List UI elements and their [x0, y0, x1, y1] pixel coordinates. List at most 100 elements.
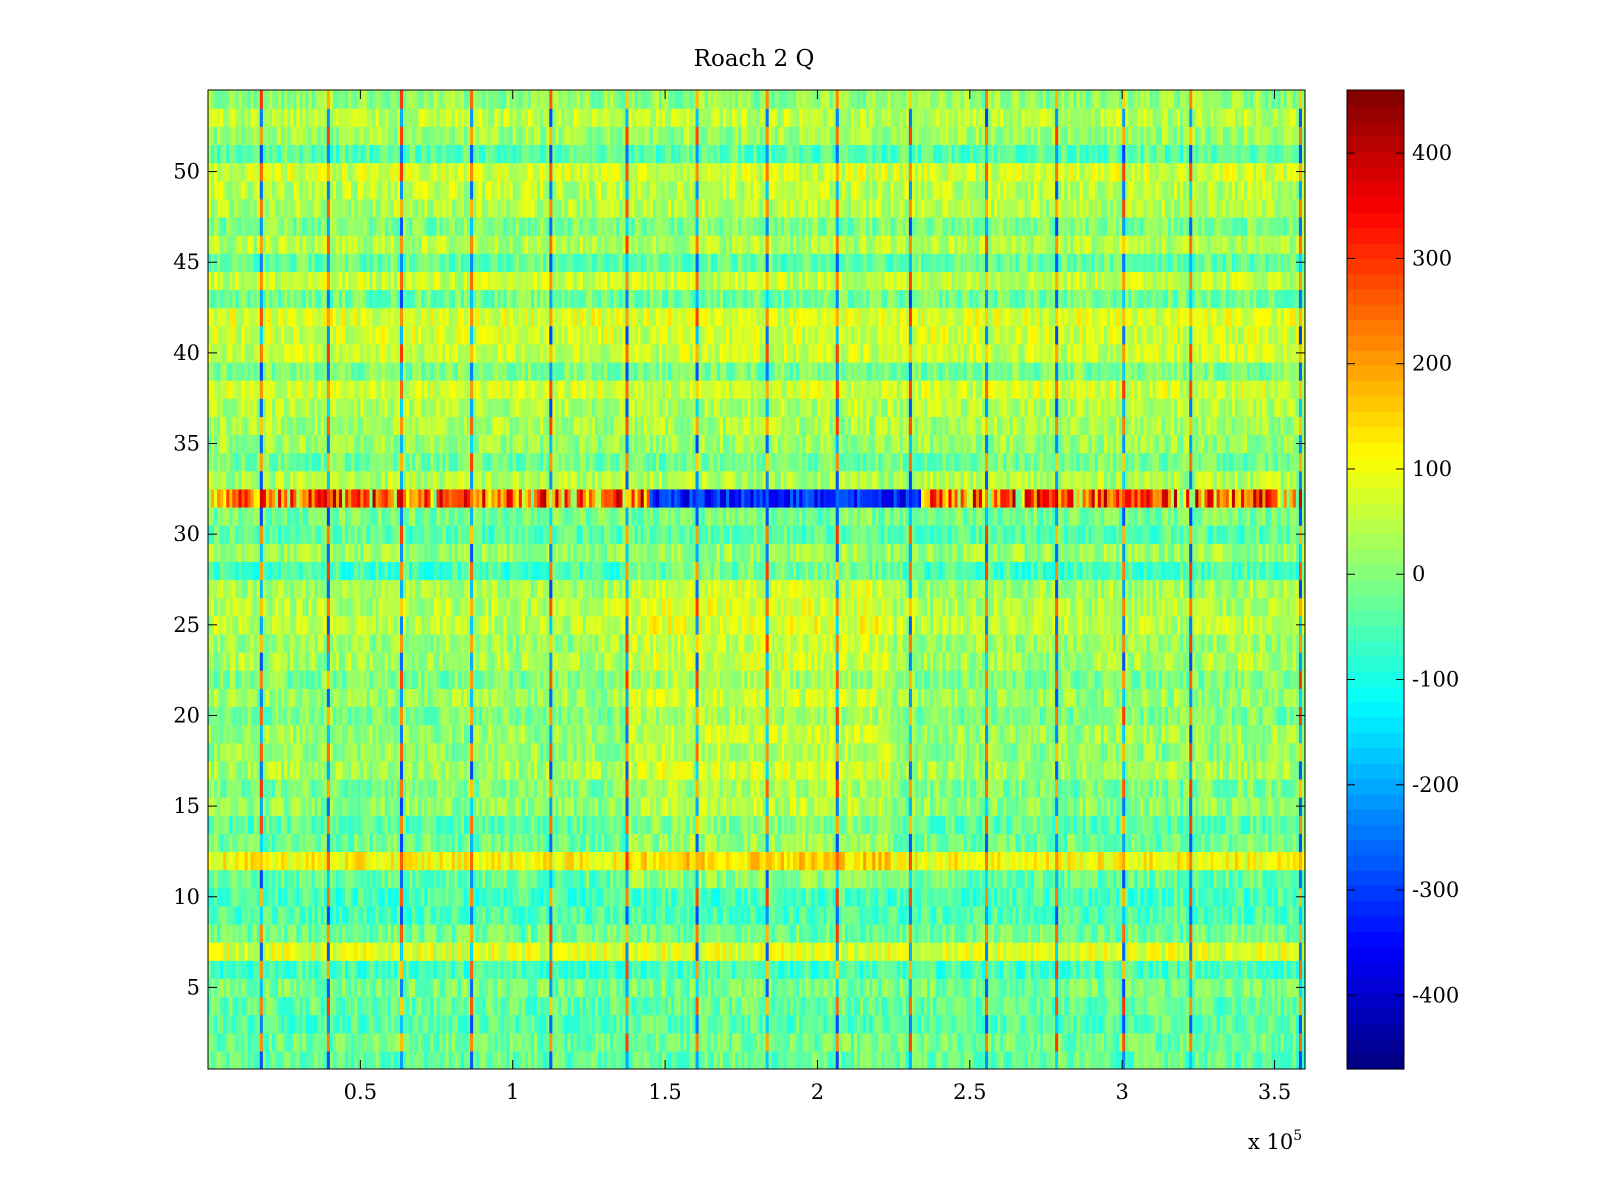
heatmap-cell [832, 1032, 837, 1052]
heatmap-cell [692, 1032, 697, 1052]
heatmap-cell [860, 1032, 864, 1052]
heatmap-cell [1231, 1032, 1236, 1052]
heatmap-cell [332, 1050, 337, 1069]
heatmap-cell [1039, 1050, 1044, 1069]
heatmap-cell [1186, 1032, 1190, 1052]
heatmap-cell [686, 1050, 691, 1069]
heatmap-cell [281, 978, 285, 998]
heatmap-cell [555, 1050, 560, 1069]
heatmap-cell [1119, 1050, 1123, 1069]
heatmap-cell [780, 1014, 785, 1034]
heatmap-cell [1012, 996, 1017, 1016]
heatmap-cell [415, 978, 419, 998]
heatmap-cell [1173, 1032, 1178, 1052]
heatmap-cell [997, 1014, 1001, 1034]
heatmap-cell [396, 1050, 401, 1069]
heatmap-cell [604, 1014, 608, 1034]
heatmap-cell [747, 1014, 752, 1034]
heatmap-cell [1113, 1014, 1117, 1034]
heatmap-cell [1091, 1032, 1096, 1052]
heatmap-cell [467, 1014, 471, 1034]
heatmap-cell [844, 1050, 849, 1069]
heatmap-cell [278, 1050, 282, 1069]
heatmap-cell [942, 996, 947, 1016]
heatmap-cell [220, 1050, 224, 1069]
heatmap-cell [314, 1050, 319, 1069]
heatmap-cell [558, 996, 563, 1016]
heatmap-cell [783, 1032, 788, 1052]
heatmap-cell [729, 1032, 733, 1052]
heatmap-cell [1100, 1014, 1105, 1034]
heatmap-cell [1122, 1050, 1126, 1069]
heatmap-cell [259, 1014, 264, 1034]
heatmap-cell [369, 1032, 374, 1052]
heatmap-cell [546, 978, 550, 998]
heatmap-cell [863, 1014, 867, 1034]
heatmap-cell [1274, 996, 1279, 1016]
heatmap-cell [698, 1032, 703, 1052]
heatmap-cell [1177, 996, 1181, 1016]
heatmap-cell [299, 1014, 304, 1034]
heatmap-cell [844, 996, 849, 1016]
heatmap-cell [1213, 1032, 1218, 1052]
heatmap-cell [454, 1032, 459, 1052]
heatmap-cell [287, 978, 291, 998]
heatmap-cell [390, 1014, 395, 1034]
heatmap-cell [722, 1032, 727, 1052]
heatmap-cell [692, 1014, 697, 1034]
heatmap-cell [439, 996, 444, 1016]
heatmap-cell [753, 996, 758, 1016]
heatmap-cell [567, 996, 572, 1016]
heatmap-cell [692, 996, 697, 1016]
heatmap-cell [1052, 1050, 1056, 1069]
heatmap-cell [588, 1050, 593, 1069]
heatmap-cell [945, 1014, 950, 1034]
heatmap-cell [308, 1050, 313, 1069]
heatmap-cell [850, 996, 855, 1016]
heatmap-cell [302, 1014, 307, 1034]
heatmap-cell [491, 1050, 496, 1069]
heatmap-cell [415, 1032, 419, 1052]
heatmap-cell [561, 978, 566, 998]
heatmap-cell [351, 1050, 355, 1069]
heatmap-cell [561, 996, 566, 1016]
heatmap-cell [896, 1014, 901, 1034]
heatmap-cell [262, 1014, 267, 1034]
heatmap-cell [1286, 1032, 1291, 1052]
heatmap-cell [512, 1050, 517, 1069]
heatmap-cell [436, 1014, 441, 1034]
heatmap-cell [732, 1050, 736, 1069]
heatmap-cell [969, 1050, 974, 1069]
heatmap-cell [829, 996, 834, 1016]
heatmap-cell [284, 978, 288, 998]
heatmap-cell [729, 996, 733, 1016]
heatmap-cell [250, 1032, 255, 1052]
heatmap-cell [966, 1032, 971, 1052]
heatmap-cell [704, 1014, 709, 1034]
heatmap-cell [866, 1032, 870, 1052]
heatmap-cell [817, 1014, 822, 1034]
heatmap-cell [1189, 996, 1193, 1016]
heatmap-cell [275, 996, 279, 1016]
heatmap-cell [1125, 996, 1129, 1016]
heatmap-cell [1058, 1050, 1062, 1069]
heatmap-cell [232, 1032, 237, 1052]
heatmap-cell [598, 1014, 602, 1034]
heatmap-cell [342, 996, 346, 1016]
heatmap-cell [1042, 1050, 1047, 1069]
heatmap-cell [323, 1014, 328, 1034]
heatmap-cell [494, 978, 499, 998]
heatmap-cell [1070, 996, 1075, 1016]
heatmap-cell [585, 996, 590, 1016]
heatmap-cell [250, 1014, 255, 1034]
heatmap-cell [552, 996, 556, 1016]
heatmap-cell [543, 996, 547, 1016]
heatmap-cell [957, 996, 962, 1016]
heatmap-cell [311, 978, 316, 998]
heatmap-cell [427, 1050, 432, 1069]
heatmap-cell [430, 996, 435, 1016]
heatmap-cell [296, 996, 301, 1016]
heatmap-cell [570, 1032, 575, 1052]
heatmap-cell [582, 1032, 587, 1052]
heatmap-cell [217, 996, 221, 1016]
